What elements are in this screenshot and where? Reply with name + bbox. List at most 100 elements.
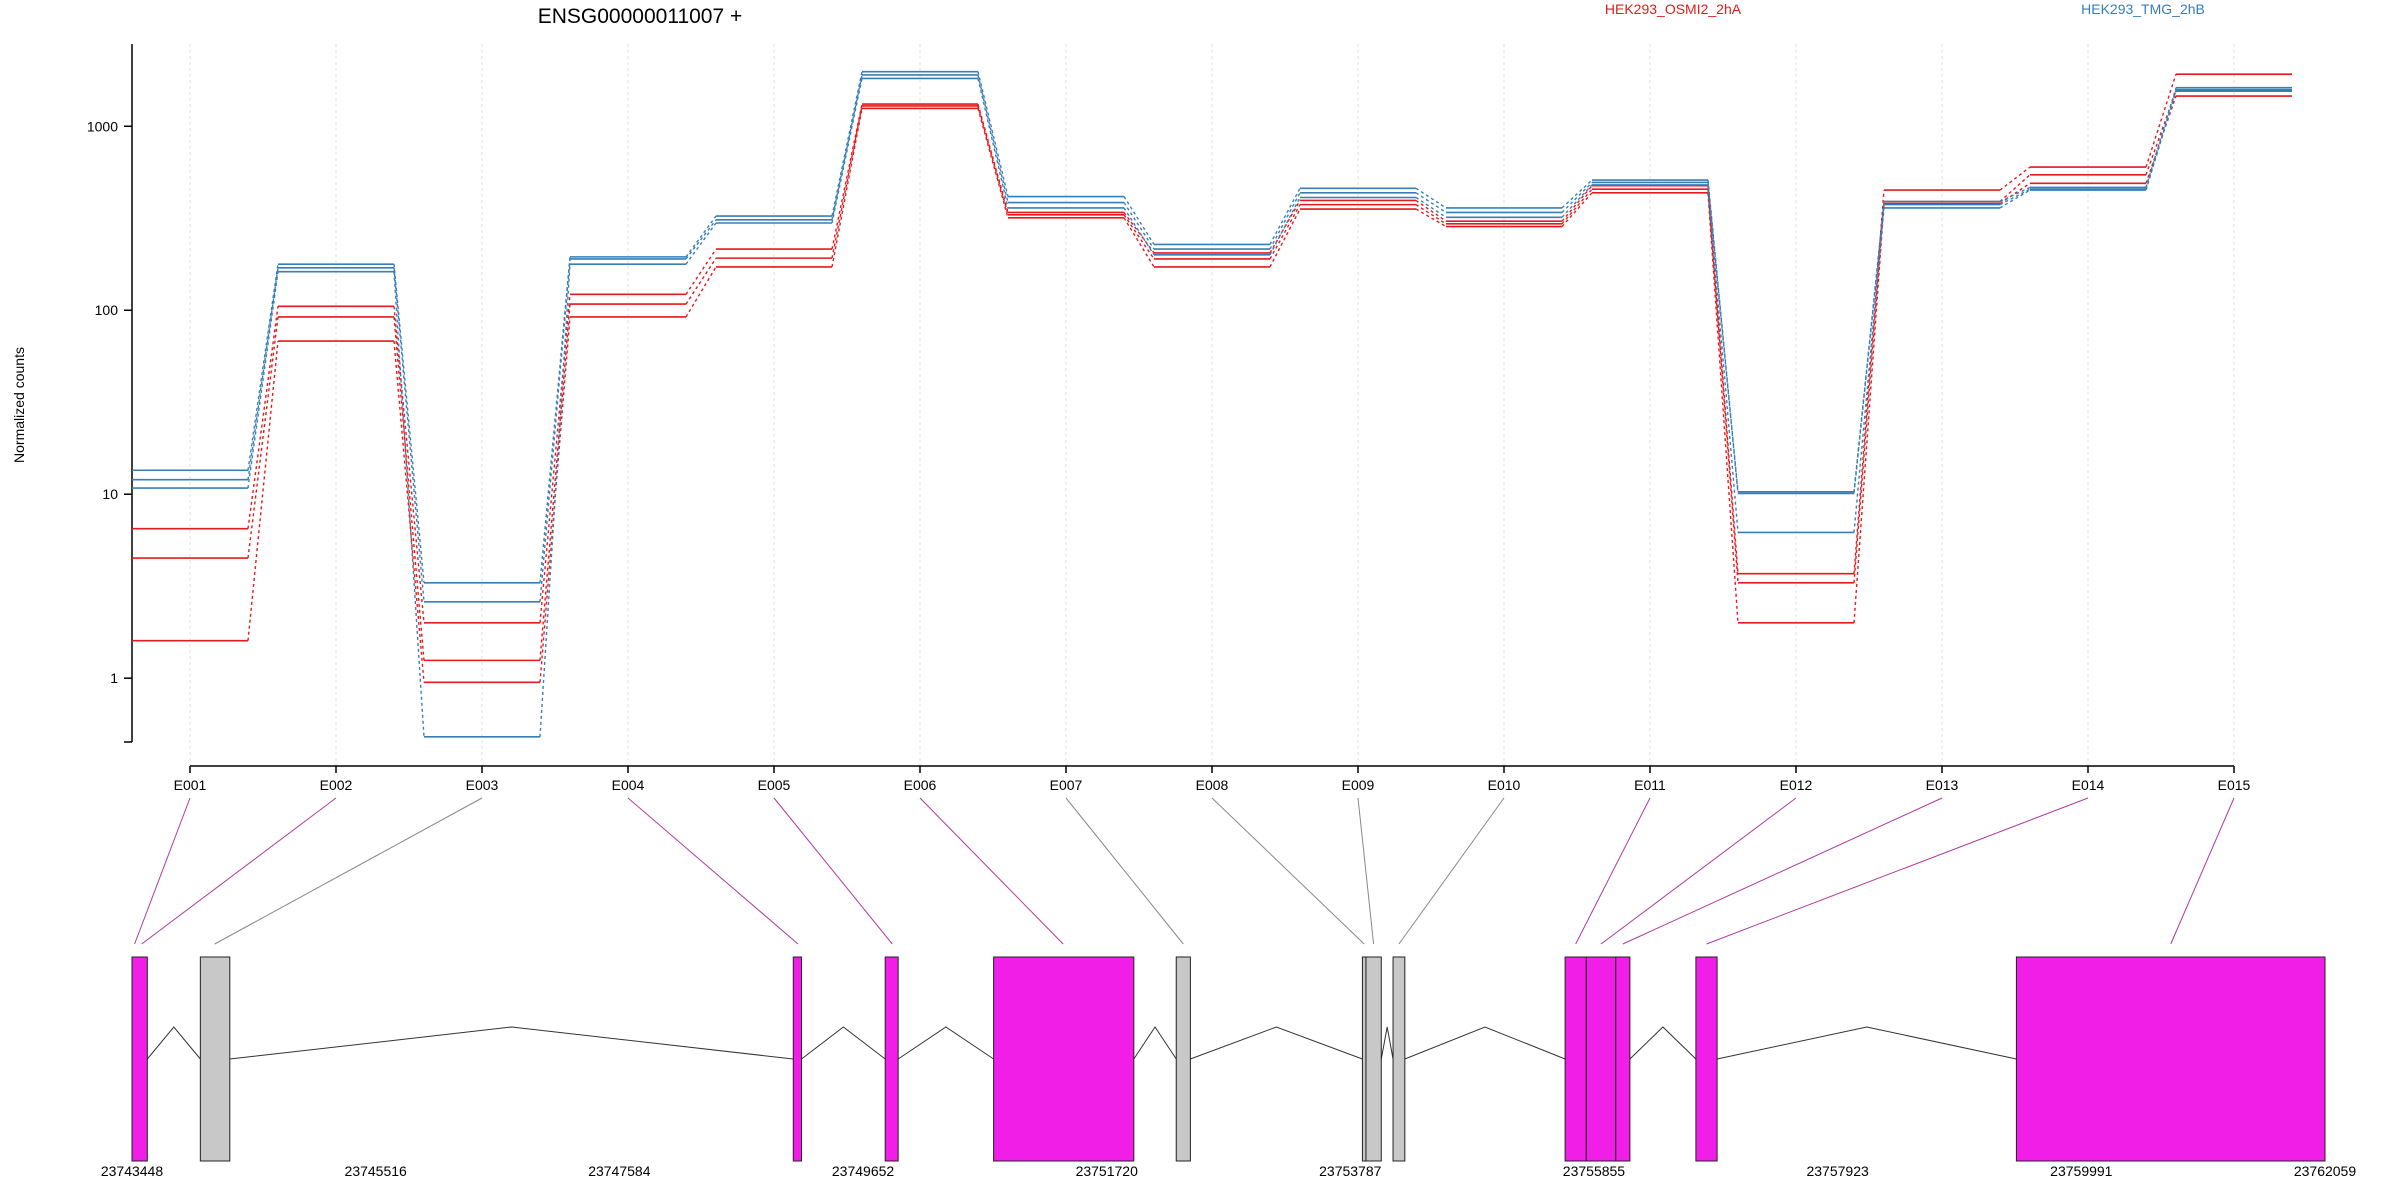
connector-segment bbox=[685, 257, 717, 305]
intron-line bbox=[1190, 1026, 1363, 1060]
genomic-coordinate-labels: 23743448 23745516 23747584 23749652 23751720… bbox=[101, 1163, 2357, 1179]
series-6-hek293-tmg-2hb bbox=[132, 77, 2292, 738]
connector-segment bbox=[1269, 187, 1301, 245]
connector-segment bbox=[539, 256, 571, 583]
coordinate-label: 23753787 bbox=[1319, 1163, 1382, 1179]
coordinate-label: 23757923 bbox=[1806, 1163, 1869, 1179]
intron-line bbox=[897, 1026, 994, 1060]
exon-link-e003 bbox=[214, 797, 483, 945]
series-1-hek293-osmi2-2ha bbox=[132, 73, 2292, 624]
connector-segment bbox=[685, 215, 717, 258]
legend-label-tmg: HEK293_TMG_2hB bbox=[2081, 1, 2205, 17]
connector-segment bbox=[2145, 90, 2177, 175]
x-tick-label-e005: E005 bbox=[758, 777, 791, 793]
connector-segment bbox=[1415, 196, 1447, 218]
connector-segment bbox=[2145, 89, 2177, 190]
y-tick-label: 1 bbox=[110, 670, 118, 686]
connector-segment bbox=[1999, 166, 2031, 191]
connector-segment bbox=[539, 316, 571, 683]
exon-block bbox=[792, 956, 803, 1162]
connector-segment bbox=[2145, 87, 2177, 188]
connector-segment bbox=[1707, 184, 1739, 533]
x-tick-label-e012: E012 bbox=[1780, 777, 1813, 793]
connector-segment bbox=[539, 258, 571, 602]
connector-segment bbox=[1853, 207, 1885, 533]
exon-link-e015 bbox=[2170, 797, 2235, 945]
connector-segment bbox=[1269, 192, 1301, 250]
exon-link-e002 bbox=[141, 797, 337, 945]
connector-segment bbox=[1123, 202, 1155, 250]
exon-block bbox=[199, 956, 231, 1162]
connector-segment bbox=[977, 108, 1009, 218]
y-axis-label: Normalized counts bbox=[11, 347, 27, 463]
connector-segment bbox=[1707, 182, 1739, 494]
connector-segment bbox=[1707, 180, 1739, 492]
exon-link-e013 bbox=[1622, 797, 1943, 945]
coordinate-label: 23745516 bbox=[345, 1163, 408, 1179]
connector-segment bbox=[2145, 73, 2177, 168]
y-tick-label: 10 bbox=[102, 486, 118, 502]
connector-segment bbox=[1853, 201, 1885, 583]
exon-link-e012 bbox=[1600, 797, 1797, 945]
connector-segment bbox=[1415, 192, 1447, 214]
connector-segment bbox=[1269, 208, 1301, 268]
exon-link-e010 bbox=[1398, 797, 1505, 945]
connector-segment bbox=[2145, 91, 2177, 191]
x-tick-label-e014: E014 bbox=[2072, 777, 2105, 793]
exon-block bbox=[2015, 956, 2326, 1162]
connector-segment bbox=[1853, 204, 1885, 494]
exon-link-e011 bbox=[1575, 797, 1651, 945]
intron-line bbox=[1404, 1026, 1566, 1060]
connector-segment bbox=[1561, 192, 1593, 228]
series-3-hek293-osmi2-2ha bbox=[132, 95, 2292, 684]
coordinate-label: 23755855 bbox=[1563, 1163, 1626, 1179]
connector-segment bbox=[831, 78, 863, 224]
exon-block bbox=[884, 956, 899, 1162]
connector-segment bbox=[1999, 186, 2031, 203]
connector-segment bbox=[1999, 182, 2031, 205]
x-tick-label-e015: E015 bbox=[2218, 777, 2251, 793]
exon-block bbox=[993, 956, 1135, 1162]
connector-segment bbox=[1561, 188, 1593, 225]
coordinate-label: 23762059 bbox=[2294, 1163, 2357, 1179]
coordinate-label: 23751720 bbox=[1076, 1163, 1139, 1179]
y-axis: 1 10 100 1000 bbox=[87, 44, 133, 743]
exon-block bbox=[1695, 956, 1718, 1162]
exon-block bbox=[1615, 956, 1631, 1162]
intron-line bbox=[1133, 1026, 1177, 1060]
exon-link-e001 bbox=[134, 797, 191, 945]
coordinate-label: 23759991 bbox=[2050, 1163, 2113, 1179]
connector-segment bbox=[977, 71, 1009, 197]
exon-block bbox=[131, 956, 148, 1162]
connector-segment bbox=[1561, 185, 1593, 222]
x-tick-label-e006: E006 bbox=[904, 777, 937, 793]
connector-segment bbox=[539, 264, 571, 737]
connector-segment bbox=[247, 267, 279, 480]
connector-segment bbox=[1415, 199, 1447, 222]
connector-segment bbox=[685, 266, 717, 318]
connector-segment bbox=[1561, 179, 1593, 209]
connector-segment bbox=[685, 248, 717, 295]
connector-segment bbox=[1561, 181, 1593, 213]
connector-segment bbox=[1853, 201, 1885, 492]
y-tick-label: 1000 bbox=[87, 118, 118, 134]
x-tick-label-e011: E011 bbox=[1634, 777, 1666, 793]
connector-segment bbox=[1269, 204, 1301, 260]
connector-segment bbox=[1999, 174, 2031, 203]
x-tick-label-e001: E001 bbox=[174, 777, 207, 793]
intron-line bbox=[229, 1026, 794, 1060]
chart-title: ENSG00000011007 + bbox=[538, 5, 743, 28]
exon-link-lines bbox=[134, 797, 2235, 945]
connector-segment bbox=[539, 304, 571, 661]
connector-segment bbox=[1123, 214, 1155, 260]
connector-segment bbox=[247, 340, 279, 641]
coordinate-label: 23743448 bbox=[101, 1163, 164, 1179]
connector-segment bbox=[393, 316, 425, 661]
connector-segment bbox=[1123, 217, 1155, 268]
intron-line bbox=[1629, 1026, 1697, 1060]
x-tick-label-e007: E007 bbox=[1050, 777, 1083, 793]
connector-segment bbox=[831, 103, 863, 250]
connector-segment bbox=[831, 71, 863, 217]
coordinate-label: 23747584 bbox=[588, 1163, 651, 1179]
